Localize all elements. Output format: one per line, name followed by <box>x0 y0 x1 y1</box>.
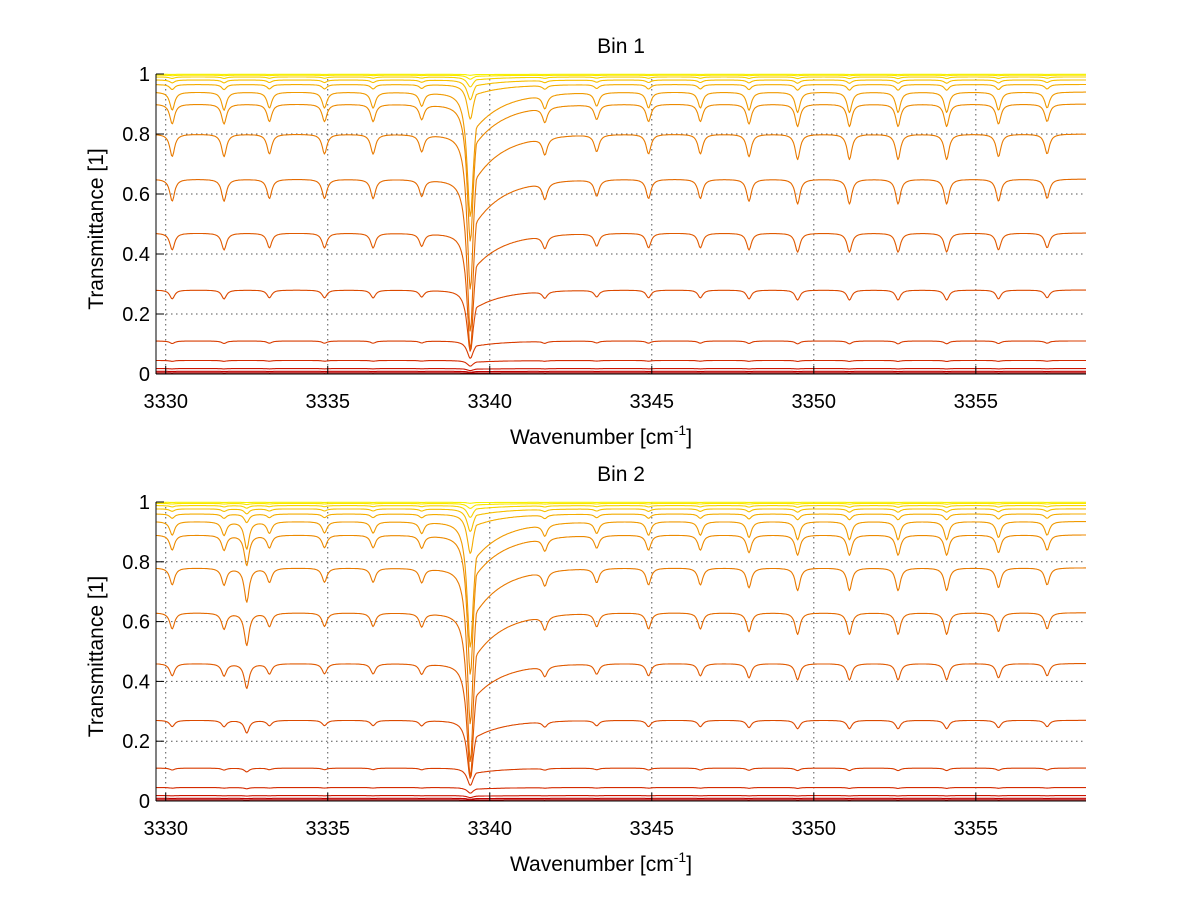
y-tick-label: 0.4 <box>122 671 150 693</box>
x-tick-label: 3345 <box>630 818 675 840</box>
spectrum-line <box>156 178 1086 332</box>
spectrum-line <box>156 79 1086 101</box>
x-tick-label: 3330 <box>143 391 188 413</box>
spectrum-line <box>156 91 1086 217</box>
grid <box>156 502 1086 801</box>
bin2-panel: Bin 2 3330 3335 3340 3345 3350 3355 0 0.2 0.4 0.6 0… <box>85 463 1086 876</box>
spectrum-line <box>156 76 1086 88</box>
x-axis-label-superscript: -1 <box>674 849 687 865</box>
x-tick-label: 3340 <box>468 818 513 840</box>
chart-title: Bin 2 <box>597 463 645 486</box>
spectrum-line <box>156 534 1086 675</box>
spectrum-line <box>156 370 1086 373</box>
x-tick-label: 3350 <box>792 391 837 413</box>
x-axis-label-text: Wavenumber [cm <box>510 426 674 449</box>
chart-title: Bin 1 <box>597 35 645 58</box>
x-tick-label: 3335 <box>305 391 350 413</box>
spectrum-line <box>156 513 1086 554</box>
spectrum-line <box>156 612 1086 763</box>
x-axis-label: Wavenumber [cm-1] <box>510 849 692 876</box>
spectrum-line <box>156 795 1086 799</box>
series-group <box>156 501 1086 801</box>
spectrum-line <box>156 133 1086 290</box>
y-axis-label: Transmittance [1] <box>85 576 108 737</box>
spectrum-line <box>156 521 1086 648</box>
y-tick-label: 0.4 <box>122 244 150 266</box>
spectrum-line <box>156 103 1086 242</box>
spectrum-line <box>156 787 1086 794</box>
spectrum-line <box>156 663 1086 777</box>
spectrum-line <box>156 368 1086 372</box>
x-axis-label-superscript: -1 <box>674 422 687 438</box>
y-tick-label: 1 <box>139 64 150 86</box>
spectrum-line <box>156 502 1086 509</box>
spectrum-line <box>156 232 1086 350</box>
spectrum-line <box>156 567 1086 725</box>
spectrum-line <box>156 289 1086 352</box>
y-tick-label: 0 <box>139 791 150 813</box>
spectrum-line <box>156 501 1086 504</box>
bin1-panel: Bin 1 3330 3335 3340 3345 3350 3355 0 0.2 0.4 0.6 0… <box>85 35 1086 449</box>
y-tick-label: 0.6 <box>122 612 150 634</box>
grid <box>156 74 1086 374</box>
x-tick-label: 3355 <box>954 818 999 840</box>
x-tick-label: 3340 <box>468 391 513 413</box>
spectrum-line <box>156 767 1086 786</box>
spectrum-line <box>156 797 1086 800</box>
x-tick-label: 3350 <box>792 818 837 840</box>
x-axis-label-close: ] <box>686 853 692 876</box>
spectrum-line <box>156 73 1086 76</box>
y-tick-label: 1 <box>139 492 150 514</box>
spectrum-line <box>156 340 1086 359</box>
y-tick-label: 0.8 <box>122 552 150 574</box>
spectrum-line <box>156 505 1086 518</box>
x-axis-label: Wavenumber [cm-1] <box>510 422 692 449</box>
x-axis-label-close: ] <box>686 426 692 449</box>
x-tick-label: 3330 <box>143 818 188 840</box>
y-tick-label: 0 <box>139 364 150 386</box>
y-tick-label: 0.2 <box>122 304 150 326</box>
spectrum-line <box>156 508 1086 533</box>
series-group <box>156 73 1086 374</box>
x-axis-label-text: Wavenumber [cm <box>510 853 674 876</box>
x-tick-label: 3355 <box>954 391 999 413</box>
x-tick-label: 3335 <box>305 818 350 840</box>
y-tick-label: 0.8 <box>122 124 150 146</box>
y-axis-label: Transmittance [1] <box>85 148 108 309</box>
spectrum-line <box>156 74 1086 80</box>
spectrum-line <box>156 83 1086 120</box>
spectrum-line <box>156 719 1086 779</box>
y-tick-label: 0.6 <box>122 184 150 206</box>
spectrum-line <box>156 359 1086 367</box>
x-tick-label: 3345 <box>630 391 675 413</box>
y-tick-label: 0.2 <box>122 731 150 753</box>
